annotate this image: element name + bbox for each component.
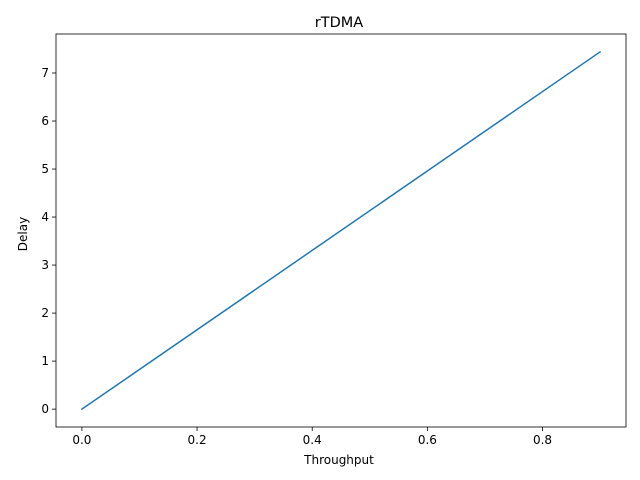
y-tick-label: 0 bbox=[41, 402, 49, 416]
y-tick-label: 4 bbox=[41, 210, 49, 224]
y-tick-label: 7 bbox=[41, 66, 49, 80]
x-axis: 0.0 0.2 0.4 0.6 0.8 bbox=[72, 427, 552, 447]
series-line bbox=[80, 50, 602, 411]
x-tick-label: 0.8 bbox=[533, 433, 552, 447]
x-tick-label: 0.2 bbox=[188, 433, 207, 447]
chart-title: rTDMA bbox=[315, 15, 363, 31]
x-tick-label: 0.6 bbox=[418, 433, 437, 447]
axes-frame bbox=[55, 33, 627, 428]
y-tick-label: 2 bbox=[41, 306, 49, 320]
y-axis: 0 1 2 3 4 5 6 7 bbox=[41, 66, 56, 416]
y-tick-label: 1 bbox=[41, 354, 49, 368]
y-axis-label: Delay bbox=[16, 217, 30, 251]
y-tick-label: 3 bbox=[41, 258, 49, 272]
y-tick-label: 6 bbox=[41, 114, 49, 128]
x-tick-label: 0.0 bbox=[72, 433, 91, 447]
x-axis-label: Throughput bbox=[303, 453, 374, 467]
x-tick-label: 0.4 bbox=[303, 433, 322, 447]
y-tick-label: 5 bbox=[41, 162, 49, 176]
plot-area bbox=[80, 50, 602, 411]
